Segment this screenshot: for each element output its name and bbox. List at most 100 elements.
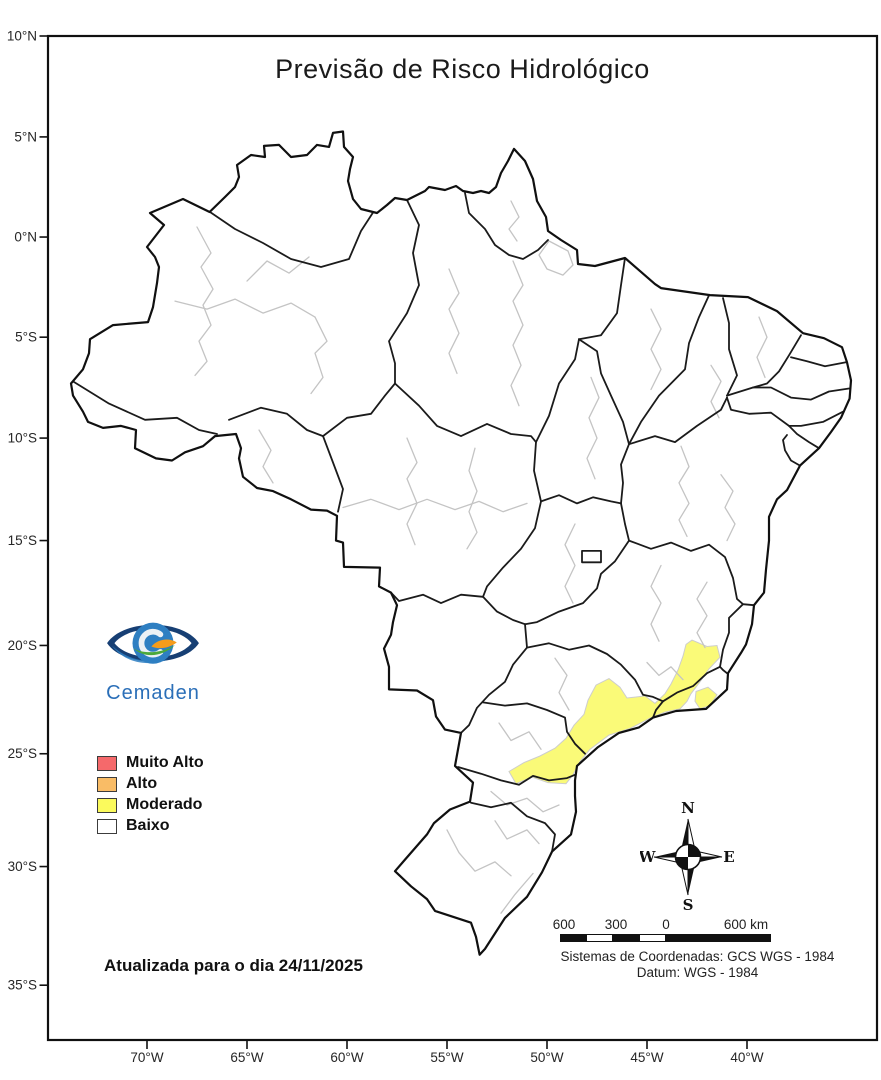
lat-tick-label: 15°S — [8, 533, 37, 548]
state-boundary-line — [322, 435, 344, 513]
coordinate-system-note: Sistemas de Coordenadas: GCS WGS - 1984 … — [500, 949, 881, 981]
region-boundary-line — [448, 268, 460, 375]
region-boundary-line — [756, 316, 768, 379]
state-boundary-line — [628, 292, 711, 446]
region-boundary-line — [554, 657, 570, 711]
scale-bar-label: 600 km — [723, 917, 769, 932]
state-boundary-line — [628, 396, 728, 446]
region-boundary-line — [258, 429, 274, 484]
lat-tick-label: 30°S — [8, 859, 37, 874]
legend-swatch — [97, 776, 117, 792]
compass-e-label: E — [723, 848, 734, 866]
state-boundary-line — [722, 297, 738, 397]
lon-tick-label: 50°W — [530, 1050, 563, 1065]
compass-s-label: S — [683, 896, 694, 913]
legend-label: Muito Alto — [126, 754, 204, 771]
state-boundary-line — [782, 434, 801, 467]
region-boundary-line — [650, 564, 662, 642]
lat-tick-label: 35°S — [8, 978, 37, 993]
scale-bar-segment — [586, 934, 613, 942]
risk-region-moderado — [508, 639, 721, 785]
lat-tick-label: 5°S — [15, 330, 37, 345]
cemaden-logo: Cemaden — [98, 612, 208, 705]
lat-tick-label: 10°S — [8, 431, 37, 446]
scale-bar: 600 300 0 600 km — [553, 917, 800, 953]
state-boundary-line — [524, 539, 630, 626]
state-boundary-line — [526, 642, 664, 703]
north-arrow-compass: N S W E — [640, 799, 735, 913]
state-boundary-line — [788, 425, 820, 450]
state-boundary-line — [482, 500, 542, 598]
lat-tick-label: 25°S — [8, 746, 37, 761]
legend-row: Moderado — [97, 796, 204, 813]
region-boundary-line — [342, 498, 528, 513]
legend-label: Alto — [126, 775, 158, 792]
legend-row: Baixo — [97, 817, 204, 834]
region-boundary-line — [498, 722, 542, 750]
lon-tick-label: 40°W — [730, 1050, 763, 1065]
compass-n-label: N — [681, 799, 695, 817]
state-boundary-line — [578, 338, 630, 446]
region-boundary-line — [246, 256, 310, 282]
region-boundary-line — [650, 308, 662, 391]
region-boundary-line — [720, 474, 736, 542]
lon-tick-label: 55°W — [430, 1050, 463, 1065]
state-boundary-line — [482, 595, 526, 626]
scale-bar-label: 0 — [662, 917, 670, 932]
legend-row: Alto — [97, 775, 204, 792]
map-frame — [46, 34, 879, 1042]
state-boundary-line — [209, 210, 375, 268]
datum-line: Datum: WGS - 1984 — [636, 965, 759, 980]
state-boundary-line — [581, 550, 602, 564]
risk-legend: Muito Alto Alto Moderado Baixo — [97, 754, 204, 839]
state-boundary-line — [540, 494, 622, 505]
scale-bar-segment — [560, 934, 586, 942]
region-boundary-line — [500, 872, 534, 914]
state-boundary-line — [620, 443, 630, 505]
region-boundary-line — [678, 445, 690, 538]
state-boundary-line — [790, 356, 847, 368]
region-boundary-line — [586, 376, 600, 480]
lat-tick-label: 5°N — [14, 129, 37, 144]
state-boundary-line — [620, 502, 630, 542]
state-boundary-line — [726, 396, 790, 427]
scale-bar-label: 600 — [552, 917, 576, 932]
state-boundary-line — [457, 766, 576, 786]
state-boundary-line — [719, 665, 728, 675]
region-boundary-line — [710, 364, 722, 419]
region-boundary-line — [174, 298, 316, 318]
lat-tick-label: 20°S — [8, 638, 37, 653]
state-boundary-line — [464, 192, 549, 260]
legend-swatch — [97, 818, 117, 834]
region-boundary-line — [194, 226, 214, 377]
cemaden-eye-icon — [107, 622, 199, 664]
scale-bar-segment — [613, 934, 639, 942]
update-date-note: Atualizada para o dia 24/11/2025 — [104, 956, 363, 975]
state-boundary-line — [628, 539, 755, 607]
state-boundary-line — [72, 380, 218, 435]
state-boundary-line — [662, 665, 721, 703]
lat-tick-label: 0°N — [14, 230, 37, 245]
lat-tick-label: 10°N — [7, 29, 37, 44]
legend-row: Muito Alto — [97, 754, 204, 771]
region-boundary-line — [490, 790, 560, 813]
brazil-landmass — [71, 131, 851, 955]
compass-w-label: W — [640, 848, 657, 866]
state-boundary-line — [719, 603, 744, 668]
lon-tick-label: 45°W — [630, 1050, 663, 1065]
region-boundary-line — [310, 316, 328, 395]
region-boundary-line — [446, 829, 512, 877]
compass-star-icon — [653, 818, 723, 896]
region-boundary-line — [564, 523, 576, 604]
state-boundary-line — [228, 406, 324, 437]
legend-swatch — [97, 755, 117, 771]
state-boundary-line — [394, 382, 537, 443]
state-boundary-line — [752, 386, 850, 401]
region-boundary-line — [508, 200, 520, 242]
state-boundary-line — [470, 801, 556, 853]
legend-swatch — [97, 797, 117, 813]
state-boundary-line — [482, 701, 586, 755]
coordinate-system-line: Sistemas de Coordenadas: GCS WGS - 1984 — [560, 949, 835, 964]
